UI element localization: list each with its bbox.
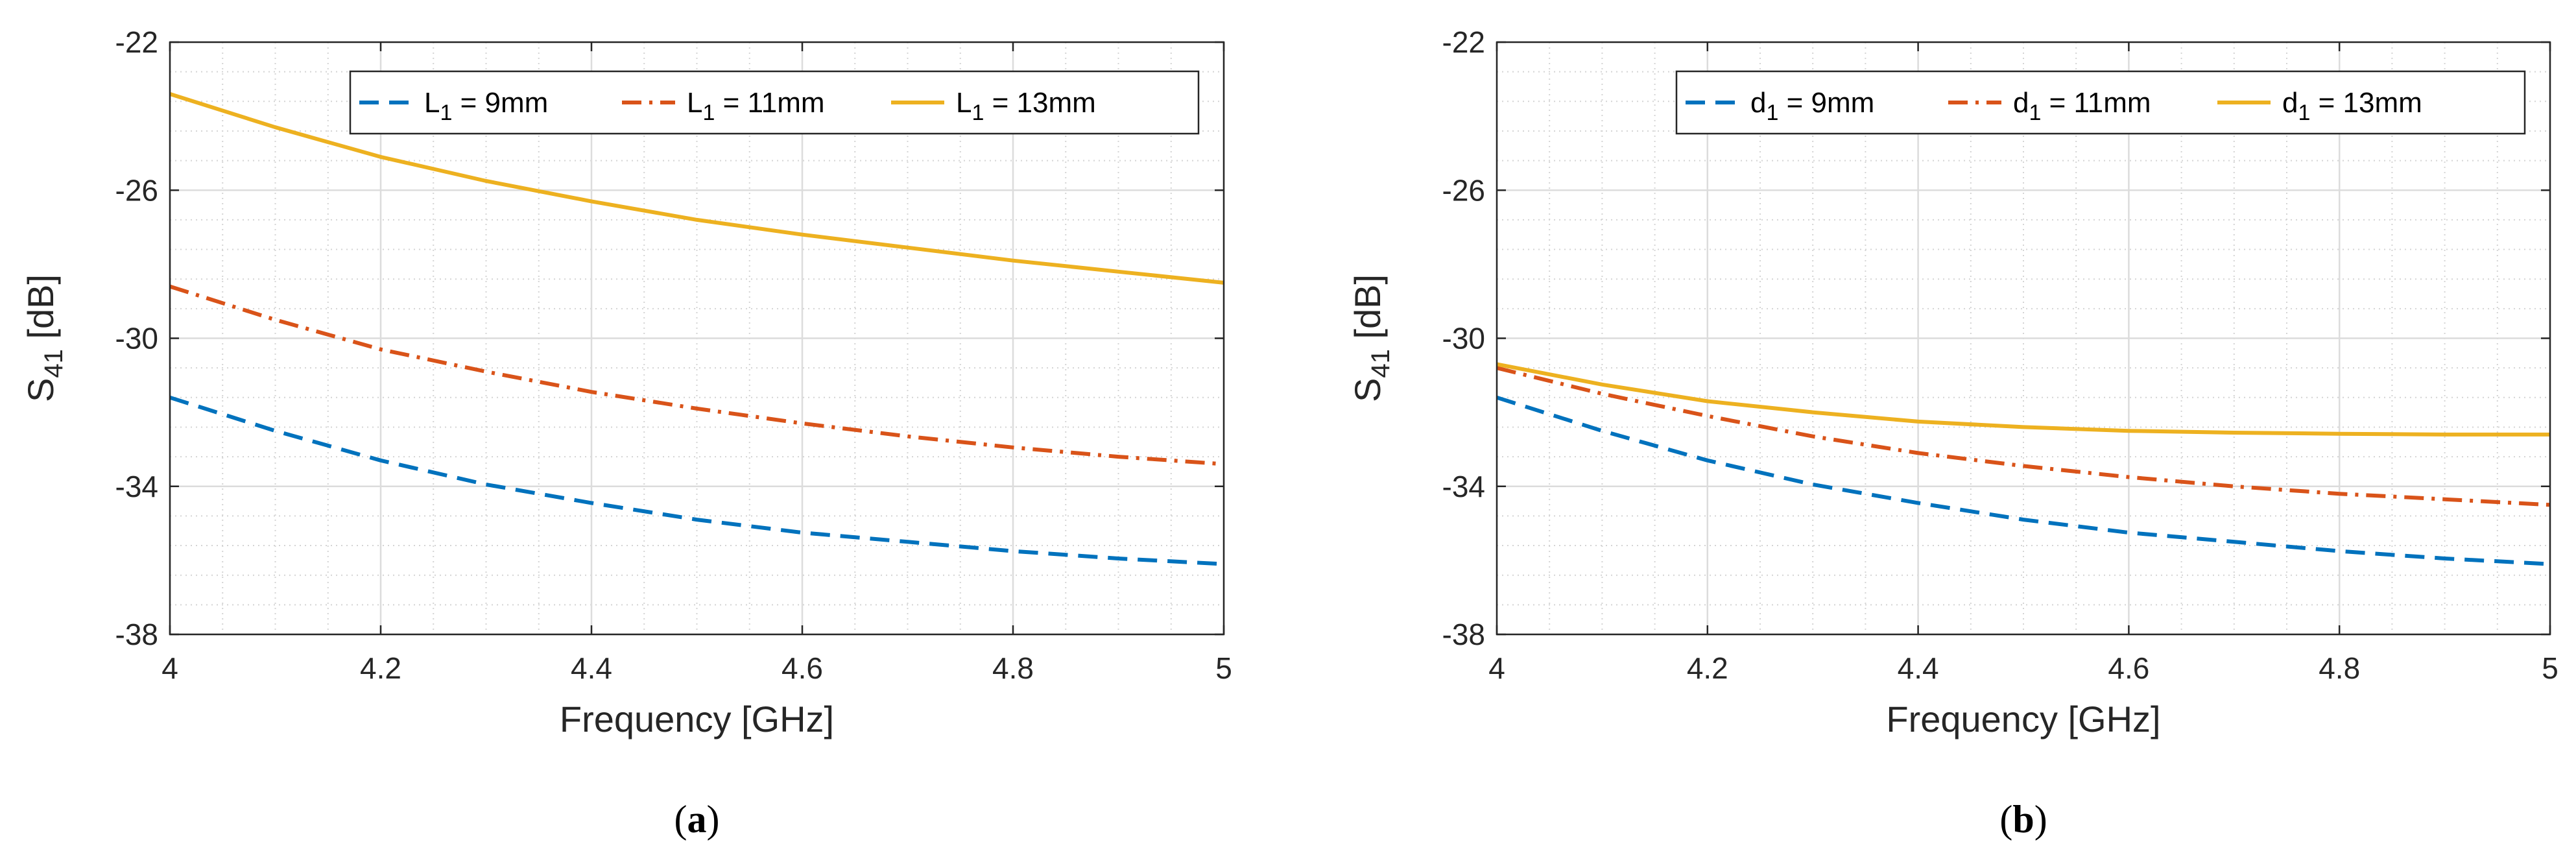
legend-var: L xyxy=(956,87,972,119)
y-tick-label: -30 xyxy=(1442,322,1485,355)
y-tick-label: -26 xyxy=(1442,173,1485,207)
legend-var: L xyxy=(424,87,440,119)
series-line xyxy=(169,92,1224,285)
chart-panel-b: 4 4.2 4.4 4.6 4.8 5 -38 -34 -30 -26 -22 Frequency … xyxy=(1347,25,2558,841)
x-tick-label: 4.8 xyxy=(992,651,1034,685)
series-layer-b xyxy=(1496,362,2551,566)
series-line xyxy=(169,395,1224,566)
y-tick-label: -30 xyxy=(115,322,158,355)
caption-close: ) xyxy=(2034,798,2047,841)
caption-open: ( xyxy=(674,798,687,841)
legend-subscript: 1 xyxy=(440,101,452,125)
legend-label: d1 = 13mm xyxy=(2282,87,2422,125)
legend-var: d xyxy=(1750,87,1766,119)
y-tick-label: -34 xyxy=(115,470,158,503)
legend-subscript: 1 xyxy=(2298,101,2310,125)
series-line xyxy=(169,284,1224,466)
y-tick-label: -38 xyxy=(1442,618,1485,651)
legend-subscript: 1 xyxy=(2029,101,2041,125)
x-tick-label: 5 xyxy=(1215,651,1232,685)
x-axis-title: Frequency [GHz] xyxy=(1886,699,2160,739)
x-tick-label: 4.6 xyxy=(781,651,823,685)
axis-ticks-b xyxy=(1496,41,2551,636)
panel-caption-a: (a) xyxy=(674,798,720,841)
legend-rest: = 9mm xyxy=(1778,87,1874,119)
y-tick-label: -26 xyxy=(115,173,158,207)
y-axis-title: S41 [dB] xyxy=(1347,274,1395,402)
legend-subscript: 1 xyxy=(702,101,715,125)
legend-label: d1 = 9mm xyxy=(1750,87,1874,125)
y-axis-title-main: S xyxy=(20,378,61,402)
caption-close: ) xyxy=(707,798,720,841)
caption-letter: a xyxy=(687,798,707,841)
y-tick-label: -22 xyxy=(115,25,158,59)
tick-labels-b: 4 4.2 4.4 4.6 4.8 5 -38 -34 -30 -26 -22 xyxy=(1442,25,2558,685)
panel-caption-b: (b) xyxy=(1999,798,2047,841)
x-tick-label: 4.4 xyxy=(1898,651,1939,685)
y-axis-title-subscript: 41 xyxy=(40,349,68,378)
x-tick-label: 4.8 xyxy=(2319,651,2360,685)
legend-box xyxy=(1675,70,2526,135)
caption-letter: b xyxy=(2012,798,2034,841)
legend-subscript: 1 xyxy=(1766,101,1778,125)
x-tick-label: 5 xyxy=(2542,651,2558,685)
legend-label: d1 = 11mm xyxy=(2013,87,2151,125)
legend-a: L1 = 9mm L1 = 11mm L1 = 13mm xyxy=(349,70,1200,135)
x-tick-label: 4.4 xyxy=(571,651,612,685)
y-tick-label: -34 xyxy=(1442,470,1485,503)
y-axis-title-subscript: 41 xyxy=(1366,349,1395,378)
legend-label: L1 = 13mm xyxy=(956,87,1096,125)
legend-rest: = 11mm xyxy=(2041,87,2151,119)
legend-label: L1 = 9mm xyxy=(424,87,548,125)
legend-label: L1 = 11mm xyxy=(687,87,825,125)
x-tick-label: 4.2 xyxy=(360,651,401,685)
x-tick-label: 4.6 xyxy=(2108,651,2149,685)
legend-rest: = 13mm xyxy=(2310,87,2422,119)
x-axis-title: Frequency [GHz] xyxy=(560,699,834,739)
chart-panel-a: 4 4.2 4.4 4.6 4.8 5 -38 -34 -30 -26 -22 Frequency … xyxy=(20,25,1232,841)
y-axis-title-unit: [dB] xyxy=(1347,274,1388,349)
caption-open: ( xyxy=(1999,798,2012,841)
legend-var: L xyxy=(687,87,702,119)
y-tick-label: -38 xyxy=(115,618,158,651)
tick-labels-a: 4 4.2 4.4 4.6 4.8 5 -38 -34 -30 -26 -22 xyxy=(115,25,1232,685)
series-line xyxy=(1496,395,2551,566)
x-tick-label: 4.2 xyxy=(1687,651,1728,685)
legend-subscript: 1 xyxy=(972,101,984,125)
legend-var: d xyxy=(2013,87,2029,119)
series-line xyxy=(1496,366,2551,507)
legend-rest: = 13mm xyxy=(984,87,1095,119)
legend-rest: = 11mm xyxy=(715,87,824,119)
y-axis-title-main: S xyxy=(1347,378,1388,402)
y-axis-title-unit: [dB] xyxy=(20,274,61,349)
y-tick-label: -22 xyxy=(1442,25,1485,59)
x-tick-label: 4 xyxy=(1488,651,1505,685)
series-line xyxy=(1496,362,2550,437)
y-axis-title: S41 [dB] xyxy=(20,274,68,402)
legend-b: d1 = 9mm d1 = 11mm d1 = 13mm xyxy=(1675,70,2526,135)
series-layer-a xyxy=(169,92,1224,566)
legend-box xyxy=(349,70,1200,135)
legend-var: d xyxy=(2282,87,2298,119)
legend-rest: = 9mm xyxy=(452,87,548,119)
x-tick-label: 4 xyxy=(161,651,178,685)
axis-ticks-a xyxy=(169,41,1225,636)
